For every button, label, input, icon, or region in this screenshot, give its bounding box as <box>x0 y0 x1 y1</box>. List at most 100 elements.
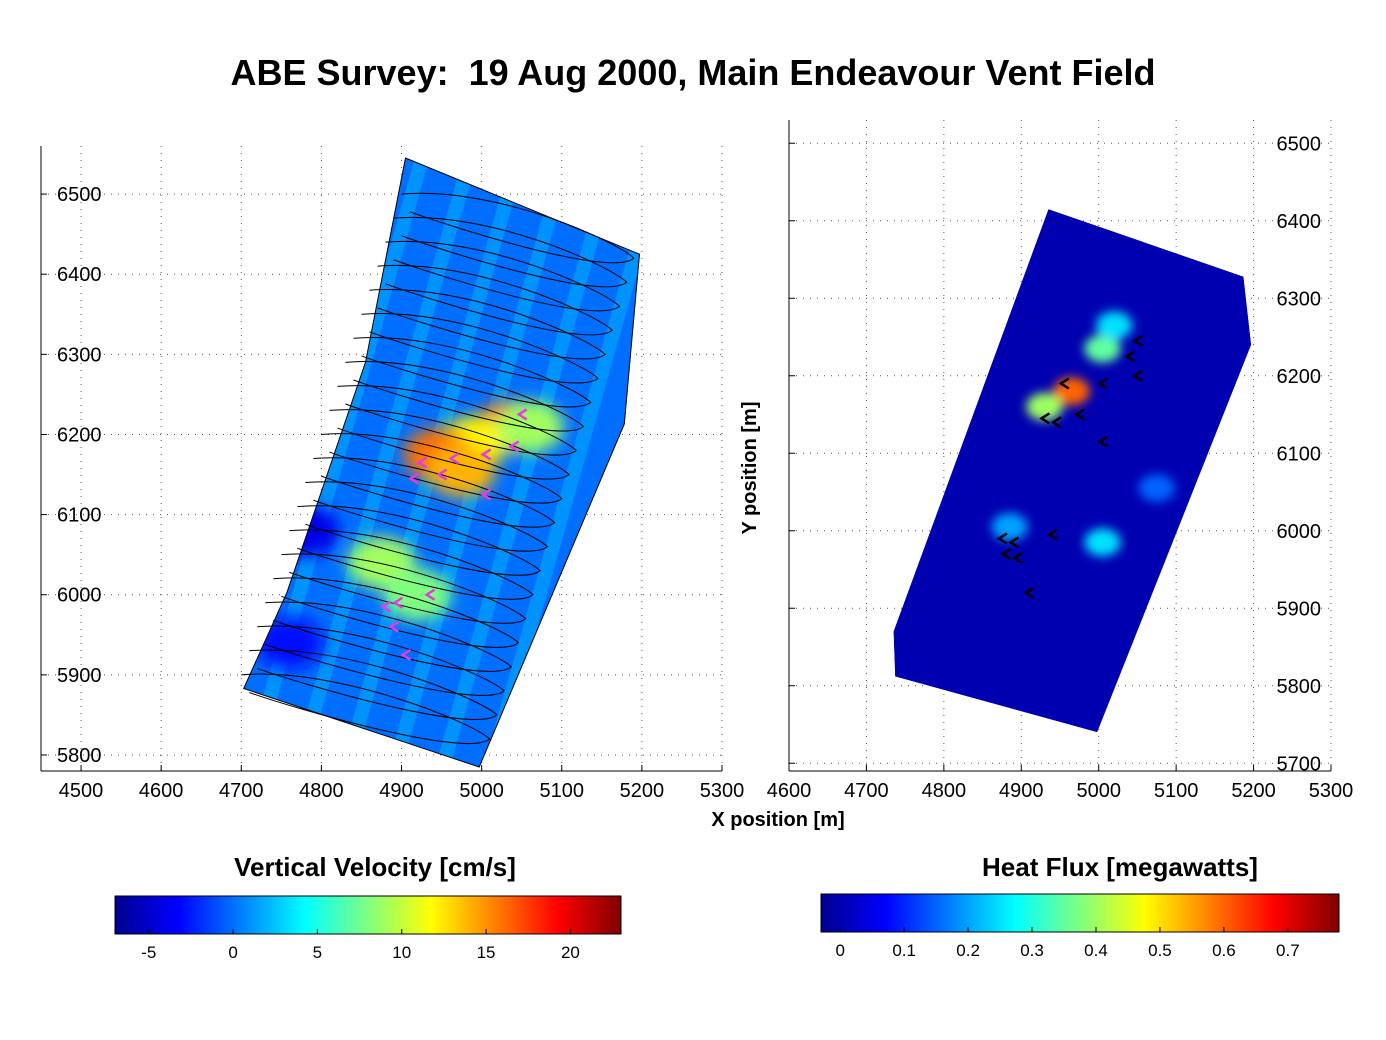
y-tick-label: 6100 <box>1277 443 1322 465</box>
vent-marker <box>1058 377 1070 390</box>
heat-flux-colorbar-label: Heat Flux [megawatts] <box>982 852 1258 882</box>
trackline <box>369 288 606 360</box>
hotspot <box>1084 528 1121 557</box>
x-tick-label: 4700 <box>219 780 264 802</box>
y-tick-label: 6300 <box>1277 288 1322 310</box>
hotspot <box>255 616 324 669</box>
vent-marker <box>1046 528 1058 541</box>
trackline <box>265 601 513 672</box>
colorbar-tick-label: -5 <box>141 943 156 962</box>
trackline <box>257 625 505 696</box>
vent-marker <box>1074 408 1086 421</box>
x-tick-label: 5000 <box>1076 780 1121 802</box>
figure-title: ABE Survey: 19 Aug 2000, Main Endeavour … <box>230 52 1156 93</box>
colorbar-tick-label: 0.5 <box>1148 941 1172 960</box>
x-tick-label: 4900 <box>999 780 1044 802</box>
heat-flux-colorbar-ramp <box>820 893 1340 933</box>
vent-marker <box>996 532 1008 545</box>
trackline <box>401 192 635 264</box>
y-tick-label: 6400 <box>1277 211 1322 233</box>
left-vent-markers <box>380 408 528 661</box>
y-tick-label: 6000 <box>57 585 102 607</box>
x-tick-label: 5300 <box>700 780 745 802</box>
x-tick-label: 5000 <box>459 780 504 802</box>
vent-marker <box>480 448 492 461</box>
x-axis-label: X position [m] <box>711 809 844 831</box>
right-vent-markers <box>996 334 1144 599</box>
vent-marker <box>1132 334 1144 347</box>
trackline <box>385 240 621 312</box>
colorbar-tick-label: 0.2 <box>956 941 980 960</box>
y-tick-label: 6500 <box>57 184 102 206</box>
y-tick-label: 6400 <box>57 264 102 286</box>
x-tick-label: 4800 <box>299 780 344 802</box>
survey-outline <box>243 157 641 768</box>
colorbar-tick-label: 0 <box>835 941 844 960</box>
colorbar-tick-label: 20 <box>561 943 580 962</box>
vertical-velocity-colorbar: Vertical Velocity [cm/s] -5 0 5 10 15 20 <box>114 852 622 962</box>
trackline <box>313 457 556 528</box>
y-tick-label: 5700 <box>1277 753 1322 775</box>
vent-marker <box>388 620 400 633</box>
trackline <box>321 433 563 504</box>
y-tick-label: 6300 <box>57 344 102 366</box>
y-tick-label: 6100 <box>57 505 102 527</box>
hotspot <box>495 400 564 453</box>
x-tick-label: 4500 <box>59 780 104 802</box>
vent-marker <box>1012 551 1024 564</box>
vertical-velocity-panel: 4500 4600 4700 4800 4900 5000 5100 5200 5300 5800… <box>40 146 858 802</box>
vertical-velocity-colorbar-ramp <box>114 895 622 935</box>
trackline <box>297 505 541 576</box>
trackline <box>393 216 628 288</box>
hotspot <box>1084 334 1121 363</box>
heat-flux-colorbar: Heat Flux [megawatts] 0 0.1 0.2 0.3 0.4 0.5 0.… <box>820 852 1340 960</box>
vent-marker <box>516 408 528 421</box>
colorbar-tick-label: 0.6 <box>1212 941 1236 960</box>
colorbar-tick-label: 0 <box>228 943 237 962</box>
y-tick-label: 6200 <box>57 424 102 446</box>
vent-marker <box>436 468 448 481</box>
velocity-streak <box>579 158 640 767</box>
vehicle-tracklines <box>241 192 635 744</box>
x-tick-label: 4600 <box>139 780 184 802</box>
velocity-streak <box>627 158 640 767</box>
trackline <box>329 409 570 480</box>
y-tick-label: 5900 <box>1277 598 1322 620</box>
vent-marker <box>1000 547 1012 561</box>
trackline <box>353 337 592 408</box>
trackline <box>273 577 520 648</box>
vent-marker <box>1132 369 1144 382</box>
colorbar-tick-label: 10 <box>392 943 411 962</box>
vertical-velocity-field <box>243 146 858 771</box>
right-axes <box>788 120 1331 772</box>
y-axis-label: Y position [m] <box>739 402 761 535</box>
velocity-streak <box>682 146 858 771</box>
trackline <box>289 529 534 600</box>
colorbar-tick-label: 0.7 <box>1276 941 1300 960</box>
y-tick-label: 5900 <box>57 665 102 687</box>
velocity-streak <box>434 158 625 767</box>
vent-marker <box>448 452 460 465</box>
vent-marker <box>480 488 492 501</box>
trackline <box>281 553 527 624</box>
trackline <box>377 264 613 336</box>
x-tick-label: 5300 <box>1309 780 1354 802</box>
vent-marker <box>1097 377 1109 390</box>
vent-marker <box>1124 350 1136 363</box>
colorbar-tick-label: 5 <box>313 943 322 962</box>
vent-marker <box>1023 586 1035 599</box>
hotspot <box>991 512 1028 541</box>
hotspot <box>383 568 452 621</box>
left-tick-labels: 4500 4600 4700 4800 4900 5000 5100 5200 5300 5800… <box>41 184 744 802</box>
trackline <box>361 312 599 384</box>
hotspot <box>1026 392 1063 421</box>
x-tick-label: 4800 <box>922 780 967 802</box>
vent-marker <box>400 648 412 661</box>
x-tick-label: 4900 <box>379 780 424 802</box>
y-tick-label: 6500 <box>1277 133 1322 155</box>
right-tick-labels: 4600 4700 4800 4900 5000 5100 5200 5300 5700 5800… <box>767 133 1354 802</box>
y-tick-label: 5800 <box>1277 676 1322 698</box>
trackline <box>249 649 498 720</box>
x-tick-label: 5200 <box>1231 780 1276 802</box>
vent-marker <box>392 596 404 609</box>
